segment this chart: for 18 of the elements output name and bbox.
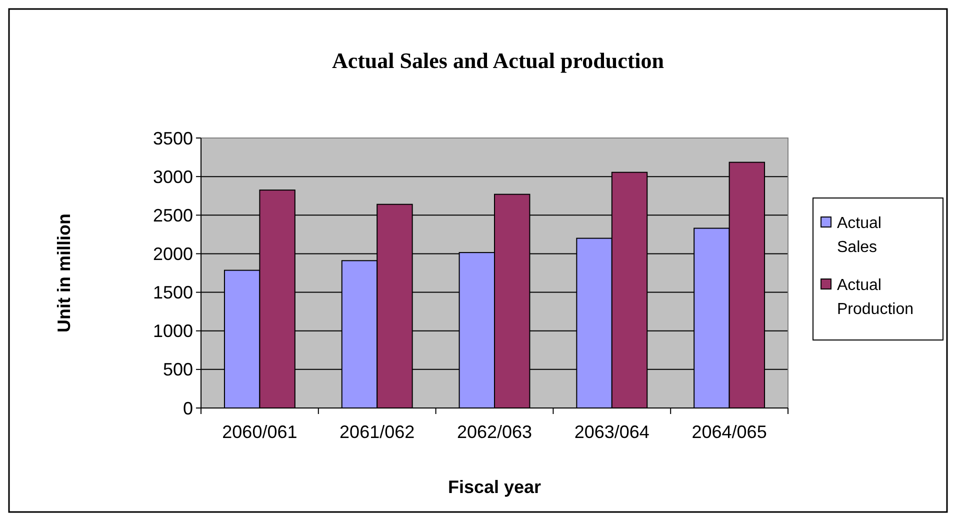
y-tick-label: 500 [162,360,193,380]
y-tick-label: 1000 [152,321,193,342]
x-tick-label: 2060/061 [222,422,298,442]
y-tick-label: 3000 [152,166,193,187]
x-tick-label: 2061/062 [340,422,415,442]
legend-label: Actual Sales [837,215,882,256]
y-tick-label: 1500 [152,282,193,303]
x-tick-label: 2062/063 [456,422,532,442]
x-tick-label: 2064/065 [692,422,767,442]
y-tick-label: 2000 [152,244,193,264]
x-axis-title: Fiscal year [448,477,542,497]
x-tick-label: 2063/064 [574,422,650,442]
chart-title: Actual Sales and Actual production [332,48,664,73]
y-tick-label: 2500 [152,205,193,226]
legend-label: Actual Production [837,277,914,318]
y-axis-title: Unit in million [54,214,74,332]
y-tick-label: 3500 [152,128,193,148]
y-tick-label: 0 [182,398,193,418]
